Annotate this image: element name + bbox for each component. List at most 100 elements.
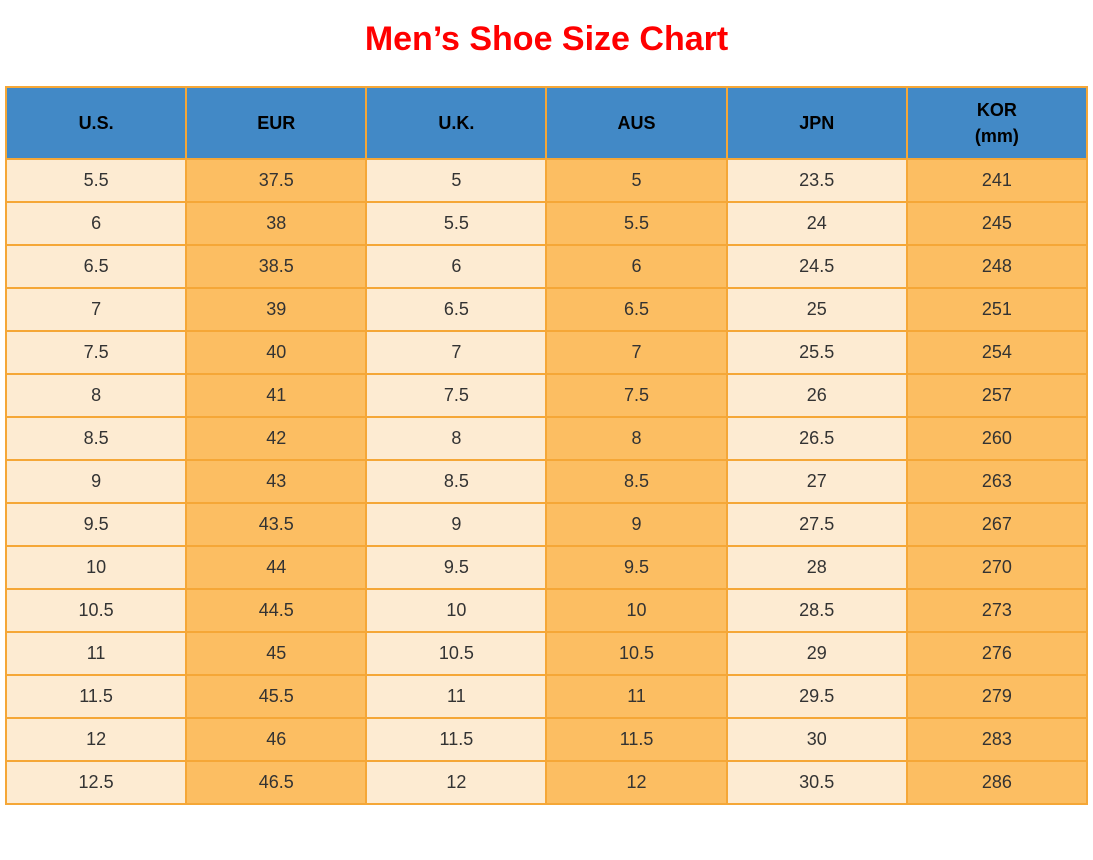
cell-kor: 254 (905, 330, 1089, 375)
column-header-eur: EUR (185, 86, 368, 160)
cell-us: 12 (4, 717, 188, 762)
cell-uk: 8.5 (365, 459, 548, 504)
cell-jpn: 28 (725, 545, 908, 590)
cell-kor: 286 (905, 760, 1089, 805)
cell-us: 9 (4, 459, 188, 504)
cell-uk: 6.5 (365, 287, 548, 332)
cell-jpn: 29 (725, 631, 908, 676)
cell-uk: 7.5 (365, 373, 548, 418)
cell-aus: 8 (545, 416, 728, 461)
cell-jpn: 26.5 (725, 416, 908, 461)
column-header-jpn: JPN (725, 86, 908, 160)
cell-uk: 8 (365, 416, 548, 461)
cell-uk: 5.5 (365, 201, 548, 246)
cell-kor: 245 (905, 201, 1089, 246)
cell-kor: 241 (905, 158, 1089, 203)
cell-us: 8.5 (4, 416, 188, 461)
column-header-kor: KOR (mm) (905, 86, 1089, 160)
cell-aus: 10 (545, 588, 728, 633)
table-row: 5.5 37.5 5 5 23.5 241 (4, 158, 1089, 203)
cell-eur: 38.5 (185, 244, 368, 289)
cell-eur: 41 (185, 373, 368, 418)
cell-uk: 10 (365, 588, 548, 633)
cell-eur: 45 (185, 631, 368, 676)
cell-aus: 10.5 (545, 631, 728, 676)
shoe-size-table: U.S. EUR U.K. AUS JPN KOR (mm) 5.5 37.5 5 5 23.5 24… (4, 86, 1089, 805)
table-row: 12 46 11.5 11.5 30 283 (4, 717, 1089, 762)
cell-kor: 263 (905, 459, 1089, 504)
cell-kor: 283 (905, 717, 1089, 762)
cell-us: 5.5 (4, 158, 188, 203)
cell-us: 8 (4, 373, 188, 418)
cell-us: 9.5 (4, 502, 188, 547)
cell-us: 6 (4, 201, 188, 246)
table-row: 7 39 6.5 6.5 25 251 (4, 287, 1089, 332)
table-row: 7.5 40 7 7 25.5 254 (4, 330, 1089, 375)
table-row: 8 41 7.5 7.5 26 257 (4, 373, 1089, 418)
cell-aus: 7.5 (545, 373, 728, 418)
cell-us: 12.5 (4, 760, 188, 805)
cell-jpn: 30.5 (725, 760, 908, 805)
table-row: 6.5 38.5 6 6 24.5 248 (4, 244, 1089, 289)
cell-kor: 267 (905, 502, 1089, 547)
cell-eur: 43.5 (185, 502, 368, 547)
cell-jpn: 27.5 (725, 502, 908, 547)
cell-eur: 40 (185, 330, 368, 375)
cell-aus: 6 (545, 244, 728, 289)
cell-aus: 11.5 (545, 717, 728, 762)
cell-us: 10 (4, 545, 188, 590)
cell-eur: 45.5 (185, 674, 368, 719)
cell-uk: 11 (365, 674, 548, 719)
cell-jpn: 26 (725, 373, 908, 418)
cell-jpn: 28.5 (725, 588, 908, 633)
table-row: 9 43 8.5 8.5 27 263 (4, 459, 1089, 504)
cell-uk: 5 (365, 158, 548, 203)
table-row: 8.5 42 8 8 26.5 260 (4, 416, 1089, 461)
table-header: U.S. EUR U.K. AUS JPN KOR (mm) (4, 86, 1089, 160)
cell-uk: 9 (365, 502, 548, 547)
table-row: 12.5 46.5 12 12 30.5 286 (4, 760, 1089, 805)
cell-uk: 10.5 (365, 631, 548, 676)
cell-us: 10.5 (4, 588, 188, 633)
header-row: U.S. EUR U.K. AUS JPN KOR (mm) (4, 86, 1089, 160)
table-row: 10.5 44.5 10 10 28.5 273 (4, 588, 1089, 633)
table-row: 10 44 9.5 9.5 28 270 (4, 545, 1089, 590)
cell-kor: 276 (905, 631, 1089, 676)
cell-kor: 260 (905, 416, 1089, 461)
cell-aus: 12 (545, 760, 728, 805)
cell-eur: 46.5 (185, 760, 368, 805)
cell-kor: 270 (905, 545, 1089, 590)
cell-aus: 6.5 (545, 287, 728, 332)
cell-kor: 251 (905, 287, 1089, 332)
cell-us: 7.5 (4, 330, 188, 375)
table-row: 11 45 10.5 10.5 29 276 (4, 631, 1089, 676)
cell-aus: 11 (545, 674, 728, 719)
cell-jpn: 23.5 (725, 158, 908, 203)
cell-jpn: 24 (725, 201, 908, 246)
cell-jpn: 25.5 (725, 330, 908, 375)
cell-aus: 7 (545, 330, 728, 375)
cell-us: 11 (4, 631, 188, 676)
cell-kor: 279 (905, 674, 1089, 719)
cell-jpn: 27 (725, 459, 908, 504)
page: Men’s Shoe Size Chart U.S. EUR U.K. AUS JPN K… (0, 20, 1093, 805)
cell-eur: 43 (185, 459, 368, 504)
cell-uk: 6 (365, 244, 548, 289)
cell-jpn: 29.5 (725, 674, 908, 719)
table-body: 5.5 37.5 5 5 23.5 241 6 38 5.5 5.5 24 245 6.5 38.5 6 6 2… (4, 158, 1089, 805)
cell-eur: 44.5 (185, 588, 368, 633)
cell-aus: 8.5 (545, 459, 728, 504)
column-header-uk: U.K. (365, 86, 548, 160)
cell-us: 11.5 (4, 674, 188, 719)
cell-aus: 5 (545, 158, 728, 203)
cell-jpn: 24.5 (725, 244, 908, 289)
cell-kor: 248 (905, 244, 1089, 289)
cell-kor: 273 (905, 588, 1089, 633)
cell-eur: 38 (185, 201, 368, 246)
column-header-us: U.S. (4, 86, 188, 160)
cell-aus: 9.5 (545, 545, 728, 590)
page-title: Men’s Shoe Size Chart (364, 20, 729, 58)
cell-eur: 46 (185, 717, 368, 762)
cell-uk: 11.5 (365, 717, 548, 762)
cell-us: 7 (4, 287, 188, 332)
